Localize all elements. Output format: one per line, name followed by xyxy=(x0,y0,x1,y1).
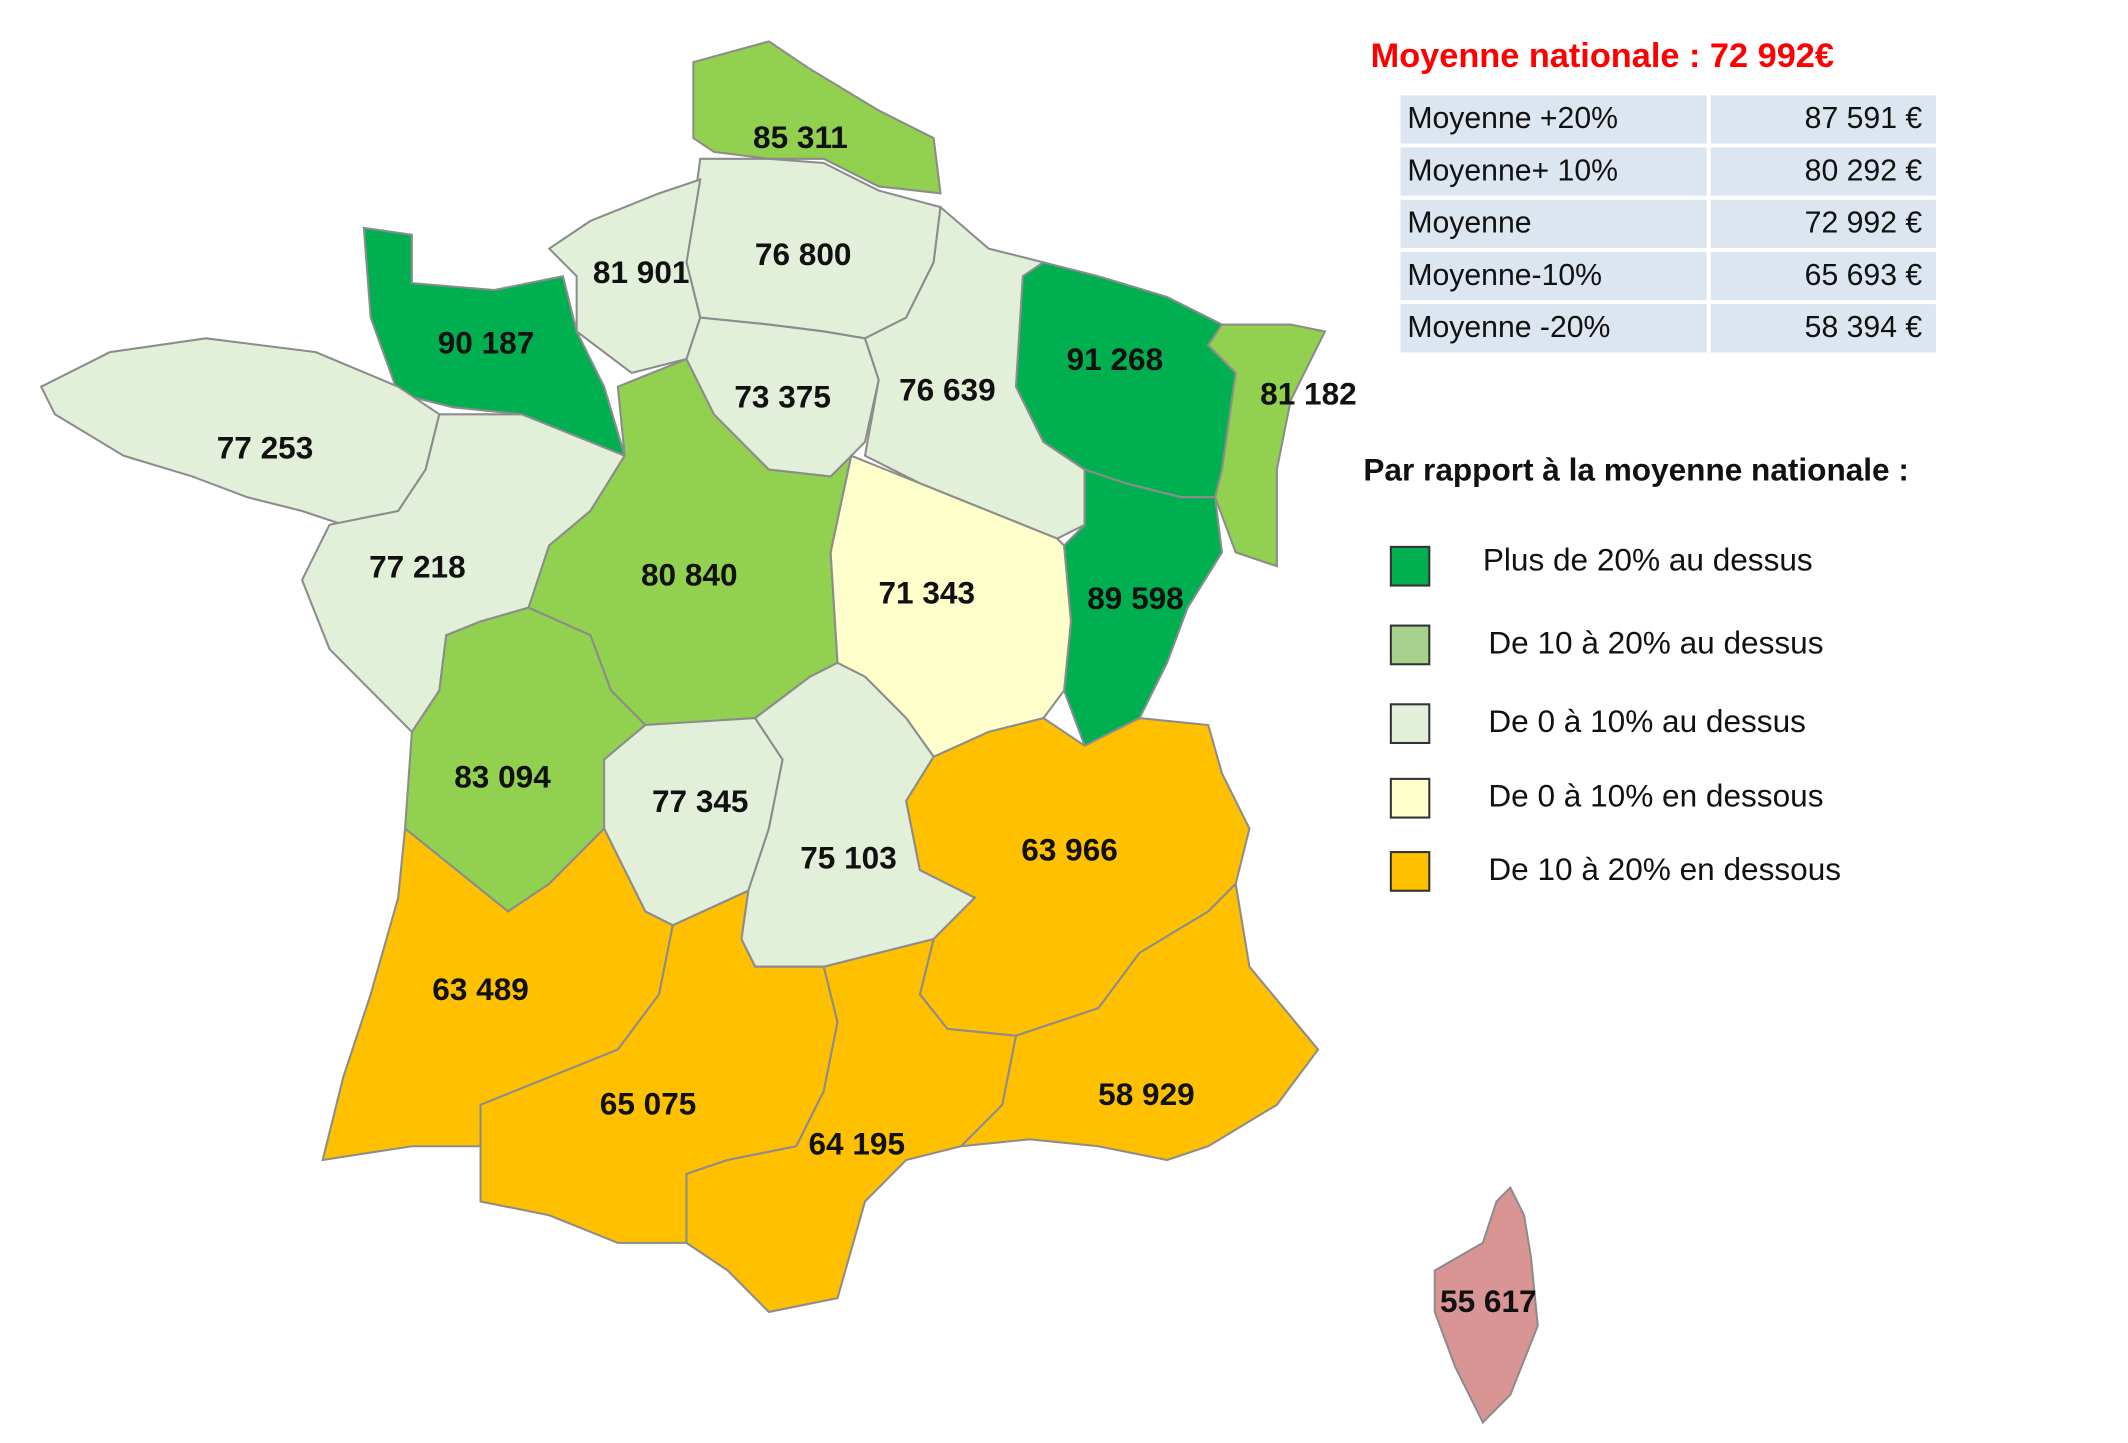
region xyxy=(958,881,1320,1162)
table-cell xyxy=(1710,304,1936,353)
table-cell xyxy=(1400,304,1707,353)
region xyxy=(1206,323,1327,568)
legend-label: De 10 à 20% au dessus xyxy=(1488,624,1823,660)
region-label: 89 598 xyxy=(1087,580,1184,616)
table-cell xyxy=(1400,95,1707,144)
legend-label: De 10 à 20% en dessous xyxy=(1488,851,1841,887)
region-label: 64 195 xyxy=(808,1126,905,1162)
region xyxy=(685,937,1018,1314)
table-label: Moyenne +20% xyxy=(1407,102,1618,135)
table-label: Moyenne+ 10% xyxy=(1407,154,1618,187)
region-label: 90 187 xyxy=(438,325,535,361)
title: Moyenne nationale : 72 992€ xyxy=(1371,37,1834,75)
legend-title: Par rapport à la moyenne nationale : xyxy=(1363,452,1909,488)
table-cell xyxy=(1710,147,1936,196)
table-cell xyxy=(1710,251,1936,301)
region-label: 76 639 xyxy=(899,372,996,408)
region-label: 80 840 xyxy=(641,557,738,593)
legend-label: De 0 à 10% en dessous xyxy=(1488,778,1823,814)
region-label: 71 343 xyxy=(879,575,976,611)
table-value: 65 693 € xyxy=(1805,259,1923,292)
region-label: 85 311 xyxy=(753,119,848,155)
region-label: 65 075 xyxy=(600,1085,697,1121)
legend-swatch xyxy=(1389,624,1431,666)
region-label: 75 103 xyxy=(800,840,897,876)
region-label: 55 617 xyxy=(1440,1283,1537,1319)
table-cell xyxy=(1710,95,1936,144)
region-label: 63 489 xyxy=(432,971,529,1007)
table-cell xyxy=(1400,251,1707,301)
table-value: 58 394 € xyxy=(1805,311,1923,344)
table-cell xyxy=(1710,199,1936,249)
region-label: 81 182 xyxy=(1260,376,1357,412)
region-label: 77 345 xyxy=(652,783,749,819)
region-label: 81 901 xyxy=(593,254,690,290)
region-label: 83 094 xyxy=(454,758,551,794)
region-label: 91 268 xyxy=(1067,341,1164,377)
table-label: Moyenne xyxy=(1407,206,1531,239)
table-cell xyxy=(1400,147,1707,196)
table-label: Moyenne-10% xyxy=(1407,259,1602,292)
legend-label: Plus de 20% au dessus xyxy=(1483,541,1813,577)
legend-label: De 0 à 10% au dessus xyxy=(1488,703,1806,739)
legend-swatch xyxy=(1389,545,1431,587)
region-label: 76 800 xyxy=(755,236,852,272)
region-label: 77 218 xyxy=(369,548,466,584)
table-value: 87 591 € xyxy=(1805,102,1923,135)
region-label: 77 253 xyxy=(217,430,314,466)
region-label: 73 375 xyxy=(734,378,831,414)
table-value: 80 292 € xyxy=(1805,154,1923,187)
region-label: 58 929 xyxy=(1098,1076,1195,1112)
region xyxy=(692,40,942,195)
map-figure: Moyenne nationale : 72 992€ Par rapport … xyxy=(39,37,1936,1425)
region-label: 63 966 xyxy=(1021,831,1118,867)
legend-swatch xyxy=(1389,777,1431,819)
table-cell xyxy=(1400,199,1707,249)
legend-swatch xyxy=(1389,851,1431,892)
legend-swatch xyxy=(1389,703,1431,745)
table-label: Moyenne -20% xyxy=(1407,311,1610,344)
region xyxy=(1433,1185,1539,1425)
table-value: 72 992 € xyxy=(1805,206,1923,239)
